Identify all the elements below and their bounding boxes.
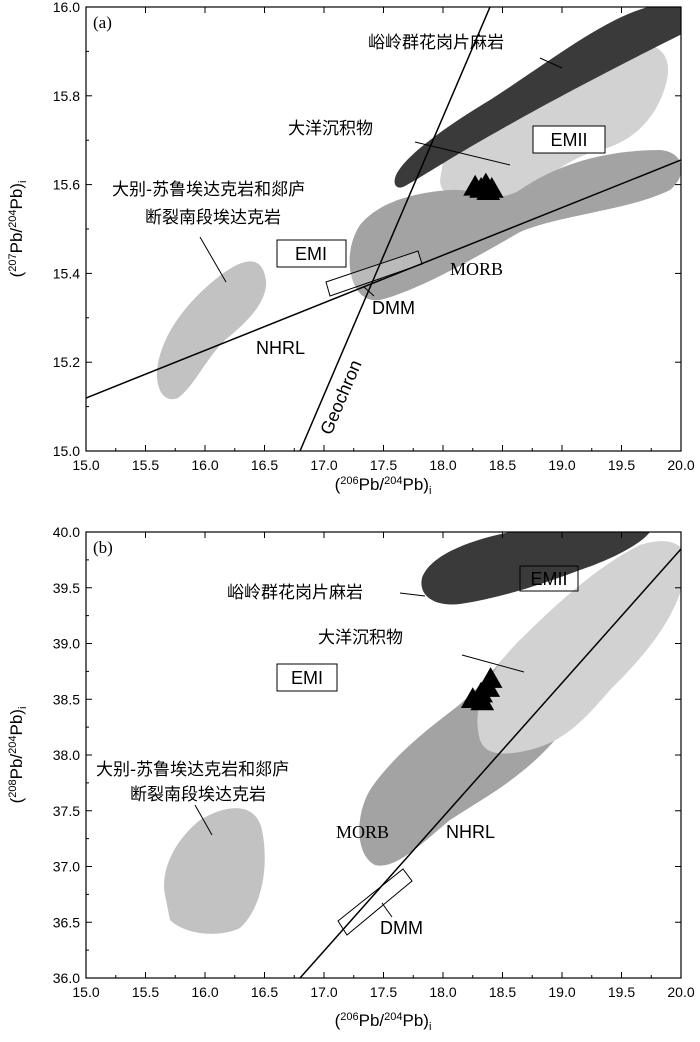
panel-b-nhrl-line — [299, 548, 681, 978]
panel-a-samples — [463, 172, 504, 201]
panel-b-ticks: 15.0 15.5 16.0 16.5 17.0 17.5 18.0 18.5 19.0 19.5… — [53, 524, 695, 1000]
panel-a-ticks: 15.0 15.5 16.0 16.5 17.0 17.5 18.0 18.5 19.0 19.5… — [53, 0, 695, 473]
panel-a-emii-box — [532, 125, 606, 154]
panel-b-x-tick-label: 16.0 — [191, 984, 218, 1000]
panel-b-x-tick-label: 16.5 — [251, 984, 278, 1000]
panel-b-emii-box — [519, 565, 579, 592]
panel-a-x-tick-label: 15.0 — [72, 457, 99, 473]
panel-a-adakite-leader — [199, 236, 227, 283]
panel-b-adakite-label-1: 大别-苏鲁埃达克岩和郯庐 — [96, 760, 289, 780]
panel-b-x-tick-label: 20.0 — [667, 984, 694, 1000]
panel-a-y-tick-label: 15.2 — [53, 354, 80, 370]
panel-b-sample-triangle — [478, 667, 503, 688]
panel-a-x-tick-label: 18.5 — [489, 457, 516, 473]
panel-a-x-tick-label: 16.5 — [251, 457, 278, 473]
panel-b-x-tick-label: 15.5 — [132, 984, 159, 1000]
panel-b-ocean-sediment-region — [477, 541, 681, 754]
panel-a-nhrl-label: NHRL — [256, 338, 305, 358]
panel-a-granite-leader — [539, 57, 563, 69]
panel-b-y-tick-label: 40.0 — [53, 524, 80, 540]
panel-a-y-axis-label: (207Pb/204Pb)i — [7, 181, 29, 278]
panel-a-emi-label: EMI — [295, 244, 327, 264]
panel-b-x-tick-label: 19.5 — [608, 984, 635, 1000]
panel-b-dmm-label: DMM — [380, 918, 423, 938]
panel-b-x-tick-label: 18.5 — [489, 984, 516, 1000]
panel-a-x-tick-label: 19.5 — [608, 457, 635, 473]
panel-b-y-tick-label: 38.5 — [53, 691, 80, 707]
panel-a-x-tick-label: 17.0 — [310, 457, 337, 473]
panel-b-granite-label: 峪岭群花岗片麻岩 — [227, 583, 363, 603]
panel-a-x-axis-label: (206Pb/204Pb)i — [335, 475, 432, 497]
panel-a-x-tick-label: 15.5 — [132, 457, 159, 473]
panel-b-x-tick-label: 19.0 — [548, 984, 575, 1000]
panel-b-emi-label: EMI — [291, 668, 323, 688]
panel-a-x-tick-label: 17.5 — [370, 457, 397, 473]
panel-b-dmm-leader — [381, 902, 393, 918]
panel-b: 15.0 15.5 16.0 16.5 17.0 17.5 18.0 18.5 19.0 19.5… — [7, 524, 695, 1033]
panel-b-y-axis-label: (208Pb/204Pb)i — [7, 707, 29, 804]
panel-a: 15.0 15.5 16.0 16.5 17.0 17.5 18.0 18.5 19.0 19.5… — [7, 0, 695, 497]
panel-b-ocean-leader — [461, 654, 525, 673]
panel-b-ocean-label: 大洋沉积物 — [318, 628, 403, 648]
panel-b-samples — [460, 667, 503, 711]
panel-a-y-tick-label: 15.0 — [53, 443, 80, 459]
panel-a-x-tick-label: 20.0 — [667, 457, 694, 473]
panel-a-morb-region — [349, 150, 681, 301]
panel-a-geochron-line — [299, 7, 491, 451]
panel-a-emi-box — [276, 239, 347, 268]
panel-b-emi-box — [276, 663, 338, 692]
panel-b-y-tick-label: 39.0 — [53, 636, 80, 652]
panel-b-x-tick-label: 18.0 — [429, 984, 456, 1000]
panel-a-dmm-label: DMM — [372, 298, 415, 318]
panel-b-granite-gneiss-region — [421, 532, 650, 605]
panel-b-sample-triangle — [470, 689, 495, 711]
panel-a-emii-label: EMII — [550, 130, 587, 150]
panel-a-adakite-label-1: 大别-苏鲁埃达克岩和郯庐 — [112, 180, 305, 200]
panel-a-ocean-label: 大洋沉积物 — [288, 119, 373, 139]
panel-b-x-tick-label: 17.5 — [370, 984, 397, 1000]
panel-b-x-axis-label: (206Pb/204Pb)i — [335, 1011, 432, 1033]
panel-a-y-tick-label: 15.6 — [53, 177, 80, 193]
panel-b-morb-label: MORB — [336, 822, 389, 842]
panel-a-letter: (a) — [93, 13, 112, 32]
panel-b-y-tick-label: 37.5 — [53, 803, 80, 819]
panel-a-x-tick-label: 19.0 — [548, 457, 575, 473]
panel-b-y-tick-label: 36.5 — [53, 914, 80, 930]
panel-a-ocean-leader — [414, 141, 511, 166]
panel-b-emii-label: EMII — [530, 569, 567, 589]
panel-b-granite-leader — [399, 592, 426, 597]
panel-a-granite-gneiss-region — [394, 7, 681, 188]
panel-b-adakite-leader — [194, 804, 213, 836]
panel-b-x-tick-label: 17.0 — [310, 984, 337, 1000]
panel-b-y-tick-label: 39.5 — [53, 580, 80, 596]
panel-b-y-tick-label: 38.0 — [53, 747, 80, 763]
panel-b-adakite-region — [164, 808, 265, 934]
panel-a-nhrl-line — [86, 159, 681, 399]
panel-b-adakite-label-2: 断裂南段埃达克岩 — [130, 785, 266, 805]
panel-a-dmm-leader — [363, 286, 375, 297]
panel-a-y-tick-label: 15.8 — [53, 88, 80, 104]
panel-b-x-tick-label: 15.0 — [72, 984, 99, 1000]
panel-b-nhrl-label: NHRL — [446, 822, 495, 842]
panel-a-adakite-region — [156, 261, 267, 400]
panel-a-y-tick-label: 16.0 — [53, 0, 80, 15]
panel-a-sample-triangle — [476, 179, 501, 201]
panel-a-y-tick-label: 15.4 — [53, 265, 80, 281]
panel-b-y-tick-label: 36.0 — [53, 970, 80, 986]
panel-a-ocean-sediment-region — [440, 43, 669, 204]
panel-b-letter: (b) — [93, 538, 113, 557]
panel-a-morb-label: MORB — [450, 259, 503, 279]
panel-a-adakite-label-2: 断裂南段埃达克岩 — [145, 208, 281, 228]
panel-a-x-tick-label: 16.0 — [191, 457, 218, 473]
panel-a-granite-label: 峪岭群花岗片麻岩 — [368, 33, 504, 53]
panel-a-x-tick-label: 18.0 — [429, 457, 456, 473]
panel-b-y-tick-label: 37.0 — [53, 859, 80, 875]
